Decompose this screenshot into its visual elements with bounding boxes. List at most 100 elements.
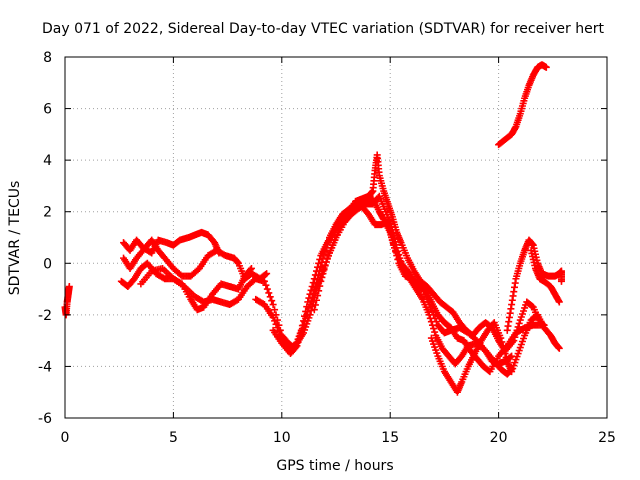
data-point — [311, 283, 319, 291]
data-point — [310, 306, 318, 314]
data-point — [318, 273, 326, 281]
x-tick-labels: 0 5 10 15 20 25 — [61, 430, 616, 446]
data-point — [557, 277, 565, 285]
data-point — [309, 290, 317, 298]
data-point — [311, 301, 319, 309]
data-point — [323, 240, 331, 248]
data-point — [297, 328, 305, 336]
x-tick-label: 5 — [169, 430, 178, 446]
data-point — [271, 306, 279, 314]
y-tick-label: 0 — [43, 256, 52, 272]
data-point — [431, 328, 439, 336]
data-point — [315, 287, 323, 295]
data-point — [298, 325, 306, 333]
x-tick-label: 25 — [598, 430, 616, 446]
data-point — [307, 297, 315, 305]
data-point — [324, 237, 332, 245]
data-point — [321, 247, 329, 255]
x-tick-label: 10 — [273, 430, 291, 446]
data-point — [310, 275, 318, 283]
data-point — [321, 262, 329, 270]
data-point — [510, 337, 518, 345]
x-tick-label: 20 — [490, 430, 508, 446]
data-point — [320, 266, 328, 274]
data-point — [316, 282, 324, 290]
data-point — [269, 313, 277, 321]
data-point — [322, 258, 330, 266]
data-point — [388, 236, 396, 244]
x-tick-label: 15 — [381, 430, 399, 446]
data-point — [301, 318, 309, 326]
data-point — [314, 292, 322, 300]
data-point — [497, 334, 505, 342]
data-point — [500, 346, 508, 354]
data-point — [555, 298, 563, 306]
data-point — [428, 321, 436, 329]
data-point — [262, 270, 270, 278]
data-point — [293, 342, 301, 350]
data-point — [555, 344, 563, 352]
data-point — [296, 331, 304, 339]
data-point — [266, 293, 274, 301]
data-point — [501, 350, 509, 358]
data-point — [427, 318, 435, 326]
data-point — [425, 311, 433, 319]
axis-ticks — [64, 56, 608, 419]
data-point — [511, 333, 519, 341]
data-point — [499, 342, 507, 350]
data-point — [317, 277, 325, 285]
data-point — [269, 301, 277, 309]
data-point — [430, 325, 438, 333]
data-point — [542, 63, 550, 71]
data-point — [305, 304, 313, 312]
x-tick-label: 0 — [61, 430, 70, 446]
data-point — [299, 321, 307, 329]
data-point — [265, 289, 273, 297]
data-point — [498, 338, 506, 346]
y-tick-label: -2 — [38, 308, 52, 324]
data-point — [247, 264, 255, 272]
data-point — [268, 297, 276, 305]
data-point — [392, 248, 400, 256]
data-point — [502, 353, 510, 361]
series-track-12 — [495, 61, 550, 149]
data-point — [263, 270, 271, 278]
data-point — [65, 282, 73, 290]
data-point — [391, 244, 399, 252]
data-point — [389, 240, 397, 248]
y-axis-label: SDTVAR / TECUs — [7, 181, 23, 296]
y-tick-label: 4 — [43, 153, 52, 169]
data-point — [393, 252, 401, 260]
data-point — [308, 294, 316, 302]
series-track-11 — [527, 246, 563, 306]
plot-frame — [64, 56, 608, 419]
data-point — [312, 296, 320, 304]
y-tick-label: 6 — [43, 102, 52, 118]
data-point — [272, 320, 280, 328]
x-axis-label: GPS time / hours — [276, 458, 393, 474]
chart-title: Day 071 of 2022, Sidereal Day-to-day VTE… — [42, 21, 604, 37]
data-point — [292, 343, 300, 351]
data-point — [263, 285, 271, 293]
series-track-1 — [61, 282, 73, 319]
data-point — [303, 311, 311, 319]
data-point — [515, 319, 523, 327]
series-track-2 — [120, 228, 223, 257]
data-point — [302, 314, 310, 322]
y-tick-label: -4 — [38, 359, 52, 375]
y-tick-label: -6 — [38, 411, 52, 427]
series-track-9 — [427, 311, 563, 396]
data-point — [426, 314, 434, 322]
data-points — [61, 61, 565, 396]
data-point — [512, 330, 520, 338]
y-tick-label: 2 — [43, 205, 52, 221]
data-point — [513, 326, 521, 334]
y-tick-labels: -6 -4 -2 0 2 4 6 8 — [38, 50, 52, 427]
data-point — [319, 270, 327, 278]
data-point — [246, 266, 254, 274]
data-point — [304, 307, 312, 315]
data-point — [271, 317, 279, 325]
data-point — [394, 255, 402, 263]
data-point — [295, 335, 303, 343]
